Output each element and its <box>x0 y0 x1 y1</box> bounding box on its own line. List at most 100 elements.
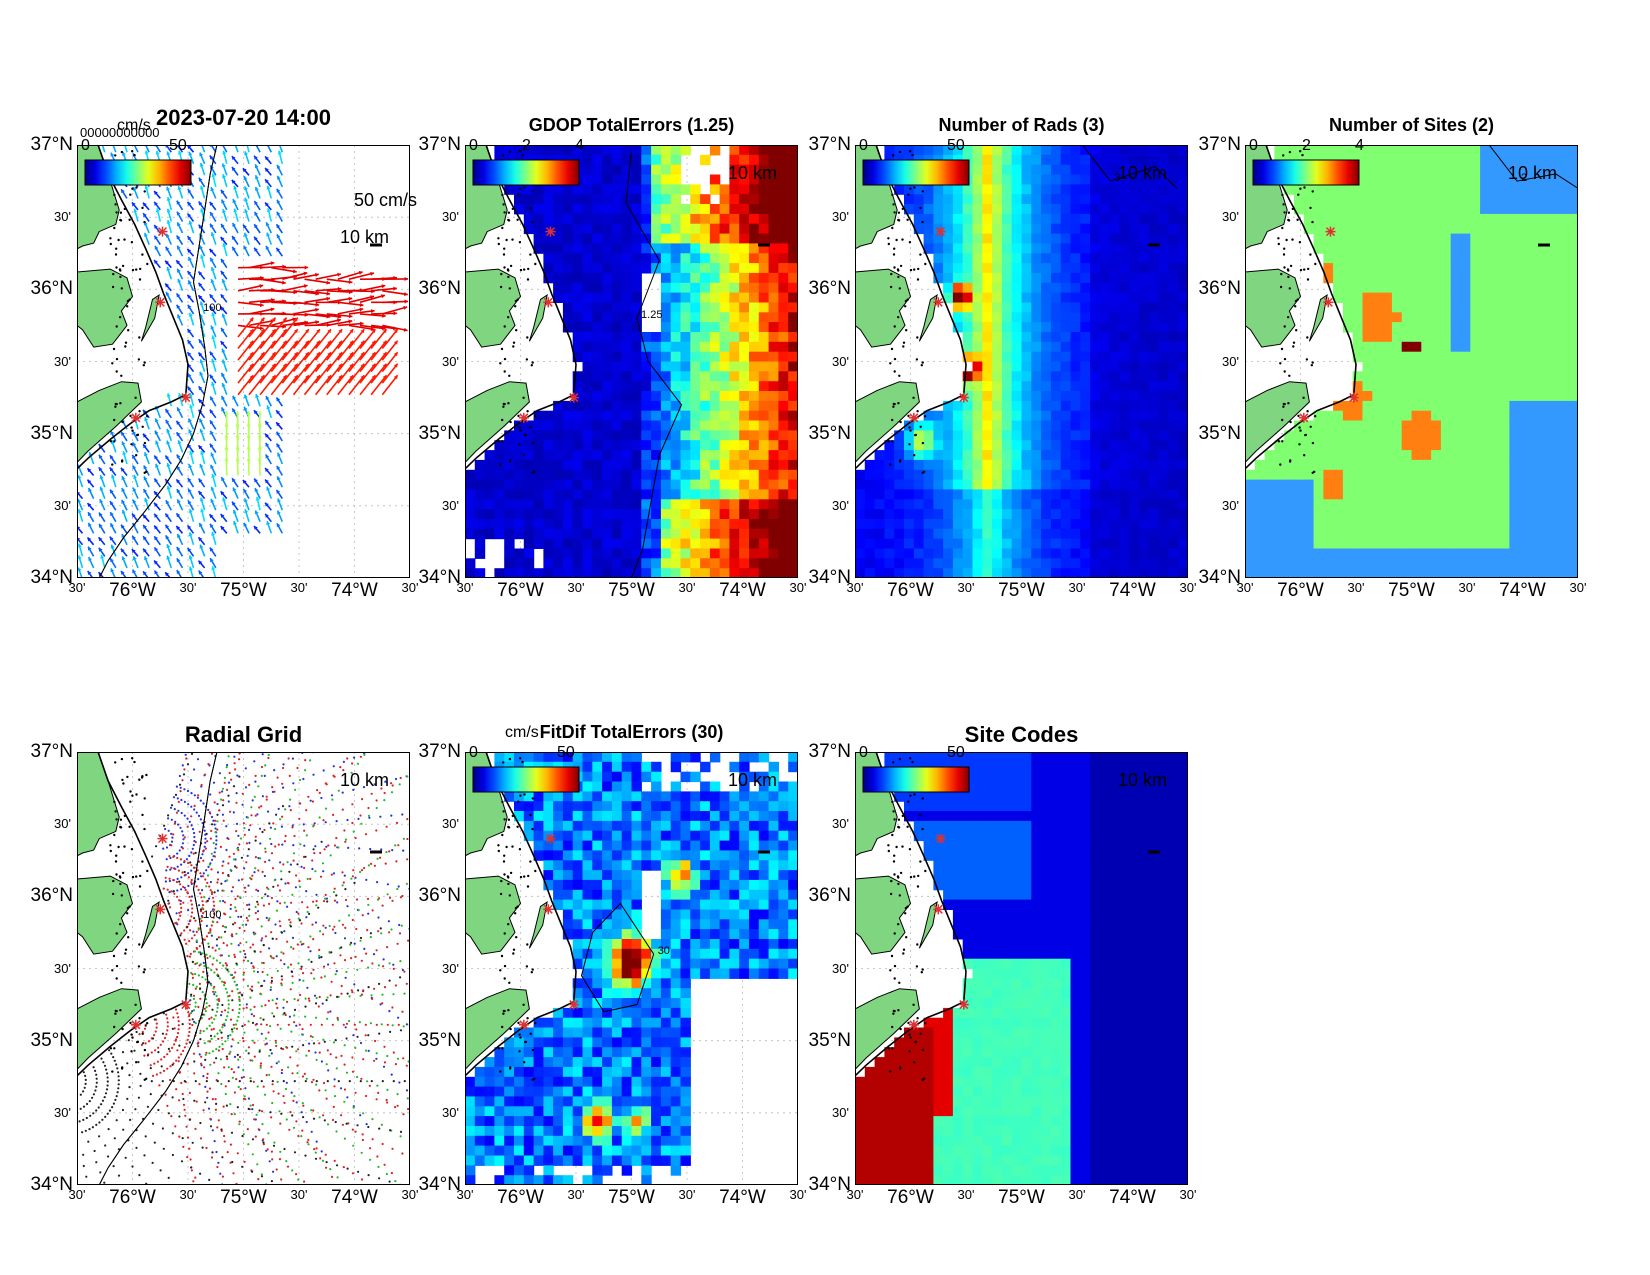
field-cell <box>719 371 730 382</box>
field-cell <box>758 558 770 569</box>
colorbar <box>472 766 580 793</box>
field-cell <box>484 450 495 461</box>
field-cell <box>1109 253 1120 264</box>
field-cell <box>690 351 701 363</box>
field-cell <box>992 194 1003 205</box>
field-cell <box>553 548 564 559</box>
field-cell <box>1001 489 1013 500</box>
field-cell <box>1519 440 1530 451</box>
field-cell <box>474 1096 486 1107</box>
field-cell <box>943 430 954 441</box>
field-cell <box>943 450 954 461</box>
field-cell <box>1031 519 1042 530</box>
field-cell <box>729 302 740 313</box>
field-cell <box>1529 351 1540 363</box>
field-cell <box>788 519 798 530</box>
field-cell <box>631 1145 642 1156</box>
field-cell <box>582 312 593 323</box>
field-cell <box>514 519 525 530</box>
field-cell <box>1391 213 1403 225</box>
field-cell <box>1470 292 1481 303</box>
field-cell <box>788 840 798 851</box>
field-cell <box>1558 322 1569 333</box>
scale-bar-label: 10 km <box>728 163 778 183</box>
field-cell <box>1342 184 1354 195</box>
field-cell <box>1099 381 1111 392</box>
field-cell <box>709 919 721 930</box>
field-cell <box>1070 548 1081 559</box>
field-cell <box>602 420 613 431</box>
field-cell <box>1264 528 1275 540</box>
field-cell <box>602 929 613 940</box>
field-cell <box>1352 263 1364 274</box>
field-cell <box>592 939 603 950</box>
field-cell <box>1333 263 1344 274</box>
field-cell <box>1148 400 1160 412</box>
field-cell <box>572 459 584 471</box>
field-cell <box>1421 302 1432 313</box>
field-cell <box>602 253 613 264</box>
latitude-label: 35°N <box>418 422 461 444</box>
latitude-minute-label: 30' <box>442 816 459 832</box>
field-cell <box>1362 282 1373 294</box>
field-cell <box>1001 400 1013 412</box>
field-cell <box>962 509 974 520</box>
field-cell <box>1548 233 1559 244</box>
field-cell <box>1148 489 1160 500</box>
field-cell <box>952 263 964 274</box>
field-cell <box>504 489 515 500</box>
field-cell <box>1342 548 1354 559</box>
field-cell <box>660 939 672 950</box>
field-cell <box>621 312 633 323</box>
field-cell <box>1284 528 1295 540</box>
field-cell <box>1470 430 1481 441</box>
field-cell <box>641 371 652 382</box>
field-cell <box>641 361 652 372</box>
field-cell <box>778 174 789 185</box>
field-cell <box>943 489 954 500</box>
field-cell <box>1450 361 1462 372</box>
field-cell <box>660 978 672 989</box>
field-cell <box>592 361 603 372</box>
field-cell <box>660 233 672 244</box>
field-cell <box>943 548 954 559</box>
field-cell <box>1060 292 1072 303</box>
field-cell <box>778 400 789 412</box>
field-cell <box>621 499 633 510</box>
field-cell <box>533 820 544 832</box>
field-cell <box>1099 145 1111 156</box>
field-cell <box>1499 459 1510 471</box>
field-cell <box>913 213 925 225</box>
field-cell <box>1372 558 1383 569</box>
field-cell <box>758 781 770 792</box>
latitude-minute-label: 30' <box>442 353 459 369</box>
field-cell <box>778 430 789 441</box>
field-cell <box>1568 469 1578 481</box>
field-cell <box>1099 174 1111 185</box>
field-cell <box>651 791 662 802</box>
field-cell <box>700 332 711 343</box>
field-cell <box>1178 391 1188 402</box>
field-cell <box>592 811 603 822</box>
field-cell <box>1431 558 1442 569</box>
field-cell <box>972 371 983 382</box>
field-cell <box>1529 459 1540 471</box>
field-cell <box>1480 410 1491 422</box>
field-cell <box>1041 272 1052 284</box>
field-cell <box>1060 322 1072 333</box>
field-cell <box>660 1086 672 1097</box>
field-cell <box>855 489 866 500</box>
field-cell <box>621 870 633 881</box>
field-cell <box>592 1145 603 1156</box>
field-cell <box>1450 489 1462 500</box>
field-cell <box>592 1175 603 1185</box>
field-cell <box>680 968 691 979</box>
field-cell <box>788 909 798 920</box>
field-cell <box>1031 341 1042 353</box>
field-cell <box>1178 430 1188 441</box>
field-cell <box>700 400 711 412</box>
field-cell <box>1568 312 1578 323</box>
field-cell <box>592 1155 603 1166</box>
field-cell <box>1284 184 1295 195</box>
field-cell <box>1158 174 1169 185</box>
